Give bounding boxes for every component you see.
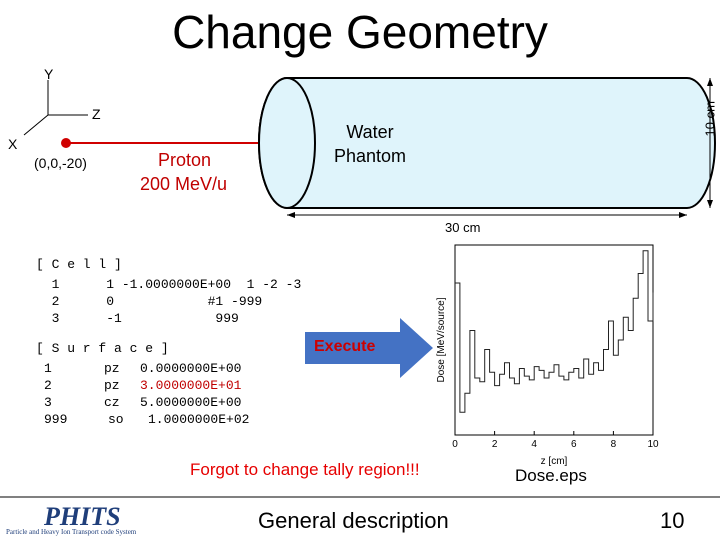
file-label: Dose.eps — [515, 466, 587, 485]
surface-row-value: 0.0000000E+00 — [140, 361, 242, 376]
z-axis-label: Z — [92, 106, 101, 122]
dose-series-line — [455, 250, 654, 413]
surface-row-num: 2 — [44, 378, 52, 393]
surface-row-type: cz — [104, 395, 120, 410]
water-phantom-face — [258, 77, 316, 209]
dose-chart: 0 2 4 6 8 10 z [cm] Dose [MeV/source] — [436, 244, 659, 467]
cell-row: 2 0 #1 -999 — [36, 294, 263, 309]
x-axis-label: X — [8, 136, 18, 152]
cell-row: 1 1 -1.0000000E+00 1 -2 -3 — [36, 277, 302, 292]
surface-row-num: 3 — [44, 395, 52, 410]
source-position-label: (0,0,-20) — [34, 155, 87, 171]
phantom-label-line1: Water — [346, 122, 394, 142]
x-tick-label: 10 — [647, 439, 659, 450]
surface-row-value-highlight: 3.0000000E+01 — [140, 378, 242, 393]
cell-row: 3 -1 999 — [36, 311, 239, 326]
source-point — [61, 138, 71, 148]
surface-row-type: pz — [104, 378, 120, 393]
x-axis-title: z [cm] — [541, 456, 568, 467]
execute-label: Execute — [314, 338, 376, 355]
y-axis-label: Y — [44, 66, 54, 82]
surface-row-value: 1.0000000E+02 — [148, 412, 250, 427]
surface-row-num: 1 — [44, 361, 52, 376]
slide-number: 10 — [660, 508, 685, 533]
phits-logo-subtitle: Particle and Heavy Ion Transport code Sy… — [6, 528, 137, 536]
beam-label-particle: Proton — [158, 150, 212, 170]
surface-row-type: so — [108, 412, 124, 427]
surface-row-value: 5.0000000E+00 — [140, 395, 242, 410]
water-phantom-body — [258, 77, 716, 209]
x-tick-label: 6 — [571, 439, 577, 450]
x-tick-label: 2 — [492, 439, 498, 450]
warning-text: Forgot to change tally region!!! — [190, 460, 420, 479]
page-title: Change Geometry — [172, 6, 548, 58]
y-axis-title: Dose [MeV/source] — [436, 297, 447, 382]
x-tick-label: 0 — [452, 439, 458, 450]
phits-logo: PHITS — [44, 502, 121, 531]
geometry-diagram — [61, 77, 716, 218]
execute-arrow-icon — [305, 318, 433, 378]
surface-row-num: 999 — [44, 412, 68, 427]
cell-section-header: [ C e l l ] — [36, 257, 122, 272]
surface-row-type: pz — [104, 361, 120, 376]
footer-description: General description — [258, 508, 449, 533]
beam-label-energy: 200 MeV/u — [140, 174, 228, 194]
phantom-diameter-label: 10 cm — [702, 101, 718, 137]
phantom-label-line2: Phantom — [333, 146, 407, 166]
footer-divider — [0, 496, 720, 498]
x-tick-label: 8 — [611, 439, 617, 450]
phantom-length-label: 30 cm — [445, 220, 481, 235]
x-tick-label: 4 — [531, 439, 537, 450]
surface-section-header: [ S u r f a c e ] — [36, 341, 169, 356]
coordinate-axes — [23, 80, 88, 136]
